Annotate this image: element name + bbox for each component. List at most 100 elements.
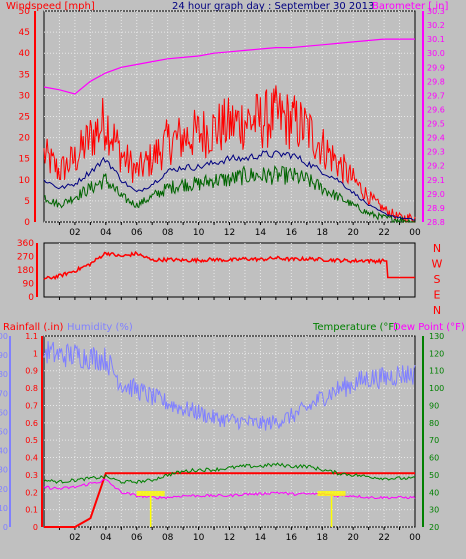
temperature-tick-label: 120 [429,349,444,358]
baro-tick-label: 29.8 [427,77,445,86]
x-tick-label: 10 [193,533,205,543]
x-tick-label: 06 [131,228,143,238]
x-tick-label: 20 [347,533,359,543]
compass-label: S [434,273,441,286]
rain-tick-label: 1 [33,349,38,358]
temperature-line [43,462,416,485]
wind-tick-label: 40 [19,49,31,59]
chart-title: 24 hour graph day : September 30 2013 [172,1,374,12]
rain-tick-label: 0.1 [25,506,38,515]
barometer-line [43,38,415,95]
rain-tick-label: 0.4 [25,454,38,463]
x-tick-label: 00 [409,533,421,543]
direction-tick-label: 360 [17,239,34,249]
x-tick-label: 04 [100,533,112,543]
rain-tick-label: 0.3 [25,471,38,480]
baro-tick-label: 29.2 [427,162,445,171]
wind-tick-label: 25 [19,113,30,123]
humidity-tick-label: 50 [0,428,8,437]
baro-tick-label: 28.9 [427,204,445,213]
temperature-tick-label: 100 [429,384,444,393]
wind-tick-label: 45 [19,28,30,38]
x-tick-label: 12 [224,228,235,238]
wind-tick-label: 15 [19,155,30,165]
baro-tick-label: 29.1 [427,176,445,185]
x-tick-label: 14 [255,228,267,238]
rain-tick-label: 0.6 [25,419,38,428]
baro-tick-label: 29.7 [427,91,445,100]
dewpoint-line [43,479,416,500]
temperature-tick-label: 40 [429,488,439,497]
x-tick-label: 02 [69,228,80,238]
x-tick-label: 06 [131,533,143,543]
temperature-tick-label: 110 [429,367,444,376]
wind-avg-line [43,165,416,224]
baro-tick-label: 29.5 [427,120,445,129]
humidity-line [43,341,416,431]
baro-tick-label: 29.0 [427,190,445,199]
humidity-tick-label: 90 [0,351,8,360]
x-tick-label: 18 [317,228,329,238]
humidity-label: Humidity (%) [67,322,133,333]
x-tick-label: 22 [378,533,389,543]
barometer-label: Barometer [.in] [372,1,448,12]
wind-gust-line [43,85,416,223]
humidity-tick-label: 10 [0,504,8,513]
rain-tick-label: 0.8 [25,384,38,393]
rain-tick-label: 0.2 [25,488,38,497]
wind-tick-label: 10 [19,176,31,186]
compass-label: N [433,304,441,317]
baro-tick-label: 30.3 [427,7,445,16]
compass-label: N [433,242,441,255]
baro-tick-label: 29.6 [427,105,445,114]
temperature-tick-label: 50 [429,471,439,480]
rainfall-label: Rainfall (.in) [3,322,64,333]
temperature-tick-label: 90 [429,401,439,410]
x-tick-label: 08 [162,228,174,238]
temperature-tick-label: 80 [429,419,439,428]
wind-tick-label: 30 [19,91,31,101]
plot-frames [43,10,416,528]
humidity-tick-label: 80 [0,370,8,379]
baro-tick-label: 28.8 [427,218,445,227]
compass-label: W [432,258,443,271]
direction-tick-label: 0 [28,293,34,303]
x-tick-label: 22 [378,228,389,238]
x-tick-label: 08 [162,533,174,543]
rain-tick-label: 0 [33,523,38,532]
direction-tick-label: 180 [17,266,34,276]
baro-tick-label: 30.0 [427,49,445,58]
humidity-tick-label: 40 [0,447,8,456]
axis-ticks: 0202040406060808101012121414161618182020… [0,7,445,543]
wind-mid-line [43,150,415,221]
x-tick-label: 18 [317,533,329,543]
wind-tick-label: 0 [24,218,30,228]
day-marker-box [317,491,346,496]
humidity-tick-label: 20 [0,485,8,494]
rain-tick-label: 0.5 [25,436,38,445]
temperature-tick-label: 30 [429,506,439,515]
x-tick-label: 10 [193,228,205,238]
wind-direction-line [43,250,415,281]
wind-tick-label: 50 [19,7,31,17]
rain-tick-label: 1.1 [25,332,38,341]
x-tick-label: 00 [409,228,421,238]
x-tick-label: 20 [347,228,359,238]
x-tick-label: 14 [255,533,267,543]
direction-tick-label: 270 [17,253,34,263]
wind-tick-label: 5 [24,197,30,207]
humidity-tick-label: 70 [0,389,8,398]
rain-tick-label: 0.7 [25,401,38,410]
wind-label: Windspeed [mph] [6,1,95,12]
baro-tick-label: 29.4 [427,134,445,143]
rainfall-line [44,472,415,528]
x-tick-label: 04 [100,228,112,238]
compass-label: E [434,289,441,302]
temperature-tick-label: 60 [429,454,439,463]
dewpoint-label: Dew Point (°F) [393,322,465,333]
rain-tick-label: 0.9 [25,367,38,376]
baro-tick-label: 30.2 [427,21,445,30]
baro-tick-label: 29.3 [427,148,445,157]
humidity-tick-label: 100 [0,332,8,341]
